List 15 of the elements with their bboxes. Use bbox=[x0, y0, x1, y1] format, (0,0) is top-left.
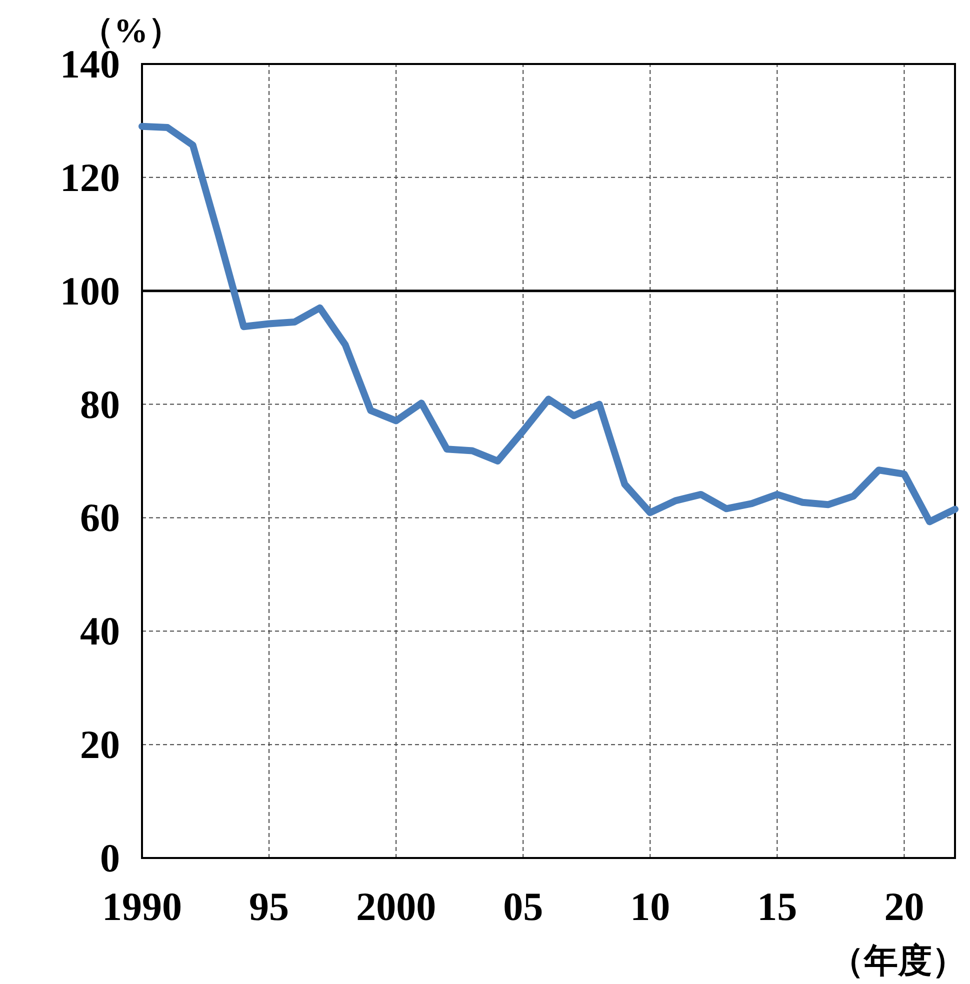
y-tick-label: 0 bbox=[100, 836, 120, 880]
y-tick-label: 20 bbox=[80, 722, 120, 768]
x-tick-label: 1990 bbox=[102, 884, 182, 929]
x-tick-label: 20 bbox=[884, 884, 924, 929]
x-tick-label: 10 bbox=[630, 884, 670, 929]
x-tick-label: 05 bbox=[503, 884, 544, 929]
x-axis-title: （年度） bbox=[830, 942, 966, 980]
x-tick-label: 95 bbox=[249, 884, 290, 929]
x-tick-label: 2000 bbox=[356, 884, 436, 929]
y-tick-label: 120 bbox=[60, 154, 120, 200]
x-tick-label: 15 bbox=[757, 884, 798, 929]
y-tick-label: 60 bbox=[80, 495, 120, 540]
y-tick-label: 40 bbox=[80, 608, 120, 654]
y-tick-label: 100 bbox=[60, 268, 120, 314]
y-tick-label: 80 bbox=[80, 382, 120, 427]
